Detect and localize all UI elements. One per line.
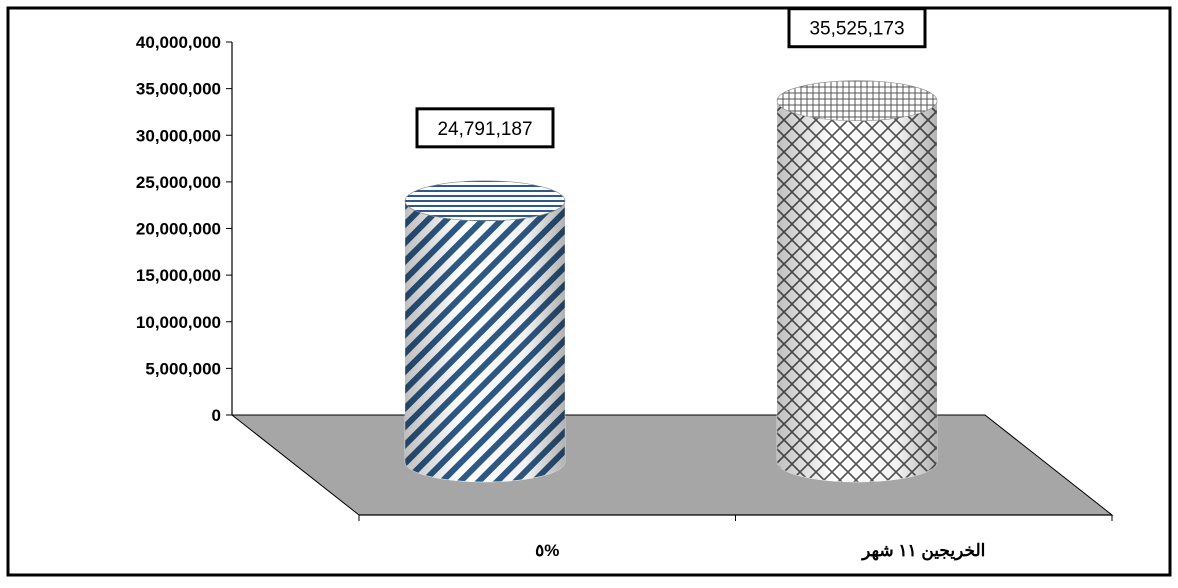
data-label-text: 35,525,173 <box>809 19 904 40</box>
y-tick-label: 40,000,000 <box>136 33 221 52</box>
category-labels-group: %٥ الخريجين ١١ شهر <box>535 541 985 561</box>
data-label-text: 24,791,187 <box>437 119 532 140</box>
bar-shading <box>405 200 565 482</box>
y-axis-ticks: 0 5,000,000 10,000,000 15,000,000 20,000,000… <box>136 33 232 425</box>
y-tick-label: 35,000,000 <box>136 80 221 99</box>
bar-cylinder <box>776 80 938 483</box>
data-labels-group: 24,791,187 35,525,173 <box>415 7 927 149</box>
bar-top <box>776 80 938 122</box>
category-label: الخريجين ١١ شهر <box>860 541 985 561</box>
data-label: 24,791,187 <box>415 107 555 149</box>
bar-top <box>404 180 566 222</box>
y-tick-label: 15,000,000 <box>136 266 221 285</box>
y-tick-label: 20,000,000 <box>136 220 221 239</box>
y-tick-label: 30,000,000 <box>136 126 221 145</box>
bars-group <box>404 80 938 483</box>
data-label-box <box>415 107 555 149</box>
data-label-box <box>787 7 927 49</box>
y-tick-label: 25,000,000 <box>136 173 221 192</box>
category-label: %٥ <box>535 541 559 560</box>
bar-shading <box>777 100 937 483</box>
chart-floor <box>230 414 1114 516</box>
data-label: 35,525,173 <box>787 7 927 49</box>
bar-cylinder <box>404 180 566 483</box>
y-tick-label: 5,000,000 <box>145 359 221 378</box>
y-tick-label: 0 <box>212 406 221 425</box>
y-tick-label: 10,000,000 <box>136 313 221 332</box>
